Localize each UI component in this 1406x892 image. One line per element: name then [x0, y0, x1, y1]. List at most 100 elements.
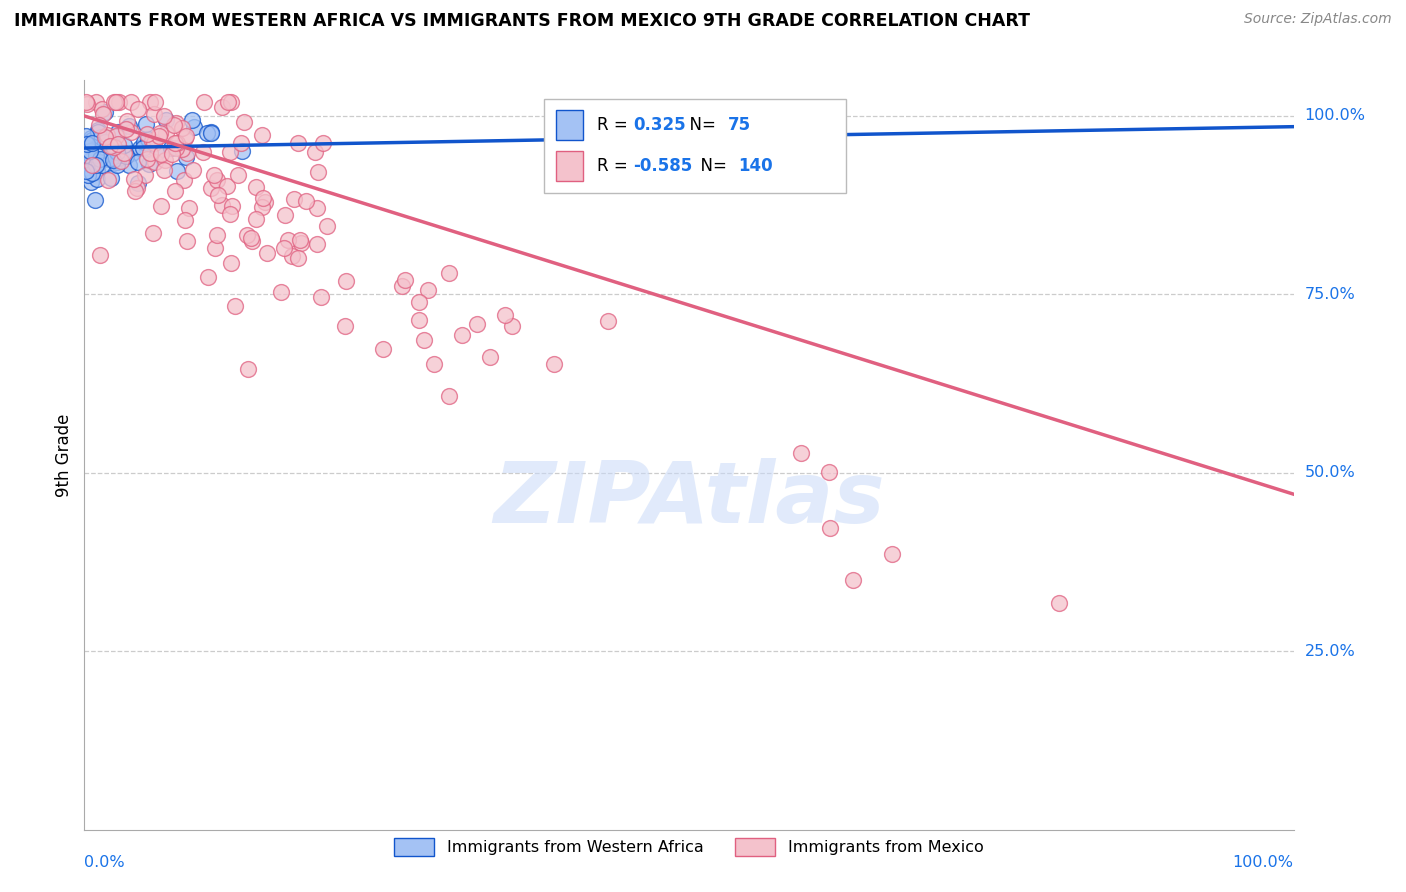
Point [197, 269, 219, 284]
Point [273, 241, 295, 255]
Point [86, 172, 108, 186]
Point [239, 230, 262, 244]
Text: R =: R = [598, 116, 633, 134]
Point [107, 125, 129, 139]
Point [124, 172, 146, 186]
Point [307, 237, 329, 252]
Point [219, 95, 242, 109]
Text: 100.0%: 100.0% [1305, 109, 1365, 123]
Text: R =: R = [598, 158, 633, 176]
Point [101, 153, 124, 167]
Point [371, 342, 394, 356]
Point [141, 134, 163, 148]
Text: 140: 140 [738, 158, 773, 176]
Point [86, 123, 108, 137]
Point [142, 136, 165, 150]
Y-axis label: 9th Grade: 9th Grade [55, 413, 73, 497]
Point [76, 168, 98, 182]
Point [127, 154, 149, 169]
Point [290, 235, 312, 250]
Point [163, 184, 186, 198]
Point [240, 234, 263, 248]
Point [245, 180, 267, 194]
Point [166, 141, 188, 155]
Point [200, 126, 222, 140]
Point [218, 145, 240, 159]
Text: 75: 75 [728, 116, 751, 134]
Point [288, 233, 311, 247]
Point [82, 136, 104, 150]
Point [121, 146, 143, 161]
Point [219, 256, 242, 270]
Point [451, 328, 474, 343]
Point [211, 100, 233, 114]
Point [166, 136, 188, 150]
Point [153, 153, 176, 168]
Point [165, 136, 187, 150]
Point [132, 141, 155, 155]
Point [96, 128, 118, 143]
Point [138, 132, 160, 146]
Point [118, 120, 141, 134]
Point [172, 142, 194, 156]
Point [80, 156, 103, 170]
Point [98, 153, 121, 167]
Point [101, 137, 124, 152]
Point [79, 144, 101, 158]
Point [408, 295, 430, 310]
Text: N=: N= [679, 116, 721, 134]
Point [82, 150, 104, 164]
Point [139, 146, 162, 161]
Point [80, 136, 103, 150]
Point [543, 357, 565, 371]
Point [143, 155, 166, 169]
Point [245, 212, 267, 227]
Point [125, 181, 148, 195]
Point [166, 163, 188, 178]
Point [228, 168, 250, 182]
Point [316, 219, 339, 233]
Point [217, 95, 239, 109]
Point [90, 132, 112, 146]
Point [136, 153, 159, 167]
Point [207, 187, 229, 202]
Point [107, 152, 129, 166]
Point [96, 131, 118, 145]
Point [173, 173, 195, 187]
Point [207, 173, 229, 187]
Point [307, 165, 329, 179]
Point [120, 125, 142, 139]
Point [143, 106, 166, 120]
Point [105, 95, 128, 109]
Point [142, 227, 165, 241]
Point [416, 283, 439, 297]
Point [204, 241, 226, 255]
Point [256, 246, 278, 260]
Point [91, 158, 114, 172]
Point [93, 129, 115, 144]
Point [82, 158, 104, 172]
Point [75, 163, 97, 178]
Point [75, 95, 97, 109]
Point [118, 158, 141, 172]
Point [274, 208, 297, 222]
Point [112, 145, 135, 160]
Point [100, 171, 122, 186]
Point [110, 154, 132, 169]
Point [162, 146, 184, 161]
Point [176, 234, 198, 248]
Point [79, 130, 101, 145]
Point [115, 149, 138, 163]
Point [174, 213, 197, 227]
Point [104, 128, 127, 143]
Point [86, 125, 108, 139]
Point [287, 251, 309, 265]
Point [146, 145, 169, 160]
Point [391, 279, 413, 293]
Point [200, 125, 222, 139]
Point [80, 133, 103, 147]
Point [181, 113, 204, 128]
Point [100, 140, 122, 154]
Point [84, 148, 107, 162]
FancyBboxPatch shape [555, 152, 582, 181]
